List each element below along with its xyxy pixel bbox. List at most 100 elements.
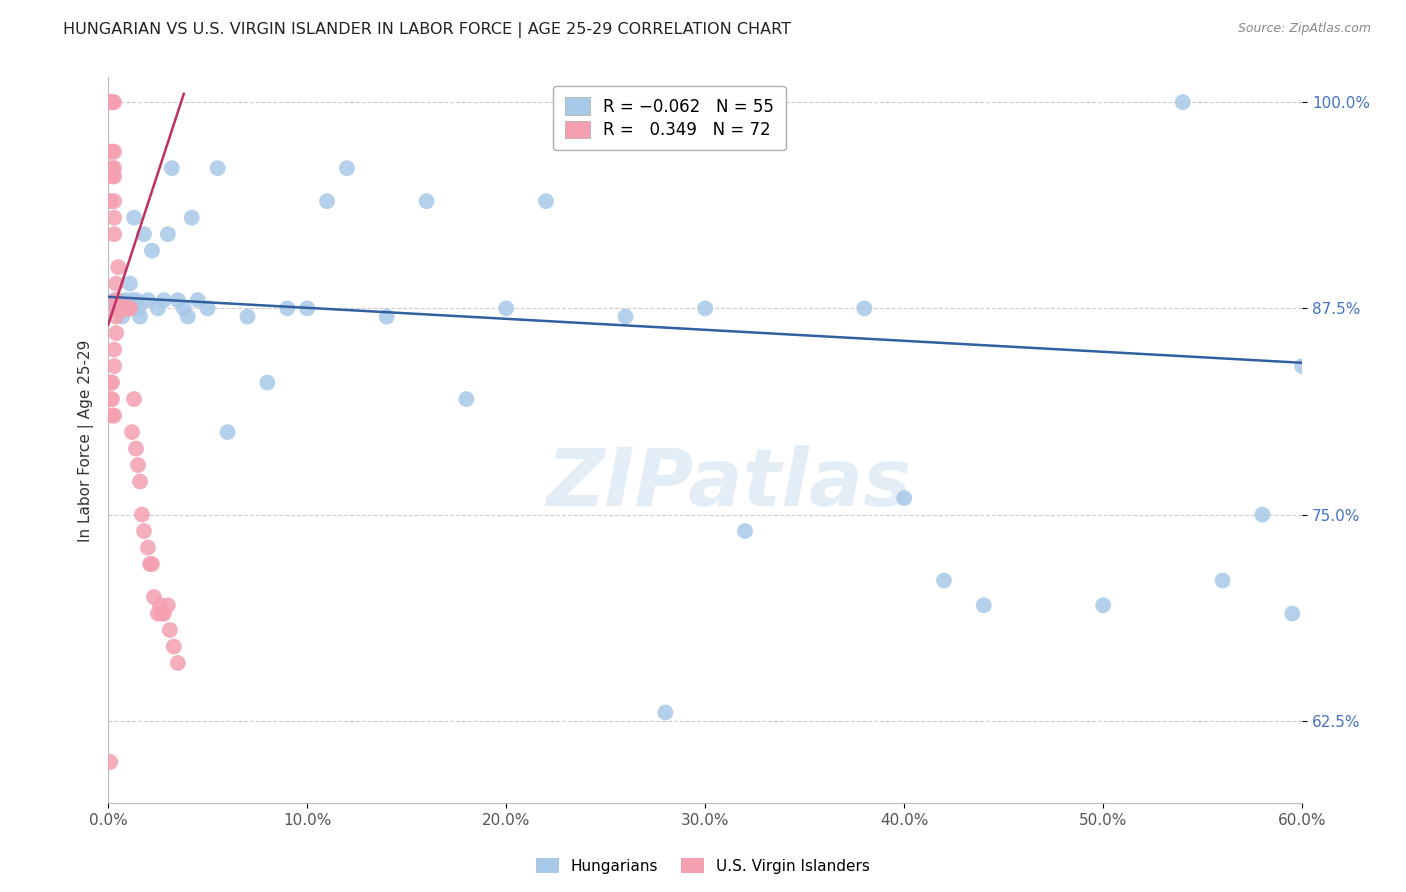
Point [103, 194, 125, 209]
Point [160, 161, 183, 176]
Point [127, 301, 149, 316]
Point [217, 425, 239, 439]
Point [614, 310, 637, 324]
Point [336, 161, 359, 176]
Point [156, 227, 179, 241]
Text: Source: ZipAtlas.com: Source: ZipAtlas.com [1237, 22, 1371, 36]
Point [256, 376, 278, 390]
Point [105, 326, 128, 340]
Point [103, 359, 125, 373]
Point [121, 425, 143, 439]
Point [456, 392, 478, 406]
Point [695, 301, 717, 316]
Point [103, 145, 125, 159]
Point [136, 293, 159, 307]
Point [316, 194, 339, 209]
Point [103, 211, 125, 225]
Point [197, 301, 219, 316]
Point [132, 524, 155, 538]
Point [115, 293, 138, 307]
Point [207, 161, 229, 176]
Point [118, 301, 141, 316]
Point [1281, 607, 1303, 621]
Point [415, 194, 437, 209]
Point [973, 599, 995, 613]
Point [150, 607, 173, 621]
Point [734, 524, 756, 538]
Point [101, 95, 124, 110]
Point [1171, 95, 1194, 110]
Point [163, 640, 186, 654]
Point [101, 301, 124, 316]
Point [149, 599, 172, 613]
Point [112, 301, 135, 316]
Point [187, 293, 209, 307]
Point [98, 194, 121, 209]
Y-axis label: In Labor Force | Age 25-29: In Labor Force | Age 25-29 [79, 339, 94, 541]
Point [98, 145, 121, 159]
Point [121, 293, 143, 307]
Point [375, 310, 398, 324]
Point [122, 211, 145, 225]
Point [98, 95, 121, 110]
Point [117, 301, 139, 316]
Point [107, 301, 129, 316]
Point [108, 301, 131, 316]
Point [98, 95, 121, 110]
Point [103, 161, 125, 176]
Point [112, 301, 135, 316]
Point [156, 599, 179, 613]
Point [98, 95, 121, 110]
Point [136, 541, 159, 555]
Point [98, 376, 121, 390]
Point [166, 656, 188, 670]
Point [117, 301, 139, 316]
Point [654, 706, 676, 720]
Point [103, 343, 125, 357]
Point [932, 574, 955, 588]
Point [276, 301, 298, 316]
Point [98, 95, 121, 110]
Point [101, 169, 124, 184]
Point [103, 169, 125, 184]
Point [117, 301, 139, 316]
Point [103, 293, 125, 307]
Point [146, 607, 169, 621]
Point [103, 409, 125, 423]
Point [101, 161, 124, 176]
Point [101, 409, 124, 423]
Point [122, 392, 145, 406]
Point [1092, 599, 1115, 613]
Point [105, 301, 128, 316]
Point [173, 301, 195, 316]
Point [125, 442, 148, 456]
Point [111, 301, 134, 316]
Point [103, 227, 125, 241]
Point [98, 755, 121, 769]
Point [295, 301, 318, 316]
Point [153, 607, 176, 621]
Point [103, 95, 125, 110]
Point [125, 293, 148, 307]
Point [101, 95, 124, 110]
Point [129, 310, 152, 324]
Point [105, 301, 128, 316]
Point [118, 277, 141, 291]
Point [139, 557, 162, 571]
Point [180, 211, 202, 225]
Point [129, 475, 152, 489]
Legend: R = −0.062   N = 55, R =   0.349   N = 72: R = −0.062 N = 55, R = 0.349 N = 72 [553, 86, 786, 151]
Point [107, 260, 129, 274]
Point [131, 508, 153, 522]
Point [127, 458, 149, 472]
Point [142, 590, 165, 604]
Point [101, 376, 124, 390]
Point [101, 95, 124, 110]
Point [115, 301, 138, 316]
Point [1291, 359, 1313, 373]
Point [893, 491, 915, 505]
Point [107, 293, 129, 307]
Point [107, 301, 129, 316]
Point [177, 310, 200, 324]
Point [1251, 508, 1274, 522]
